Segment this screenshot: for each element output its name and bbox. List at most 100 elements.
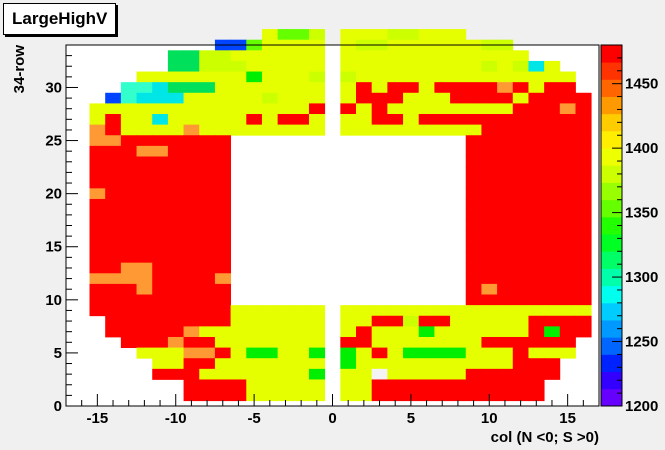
heatmap-cell (277, 368, 294, 380)
heatmap-cell (230, 114, 247, 126)
heatmap-cell (528, 145, 545, 157)
heatmap-cell (559, 135, 576, 147)
heatmap-cell (167, 167, 184, 179)
heatmap-cell (199, 177, 216, 189)
heatmap-cell (465, 50, 482, 62)
heatmap-cell (183, 103, 200, 115)
heatmap-cell (214, 60, 232, 72)
heatmap-cell (183, 124, 200, 136)
heatmap-cell (308, 92, 326, 104)
heatmap-cell (434, 347, 451, 359)
heatmap-cell (371, 368, 388, 380)
heatmap-cell (293, 50, 310, 62)
heatmap-cell (89, 220, 106, 232)
heatmap-cell (152, 71, 169, 83)
heatmap-cell (497, 82, 514, 94)
heatmap-cell (575, 188, 592, 200)
heatmap-cell (497, 50, 514, 62)
heatmap-cell (261, 114, 279, 126)
heatmap-cell (371, 103, 388, 115)
heatmap-cell (199, 347, 216, 359)
heatmap-cell (340, 82, 357, 94)
heatmap-cell (387, 315, 404, 327)
heatmap-cell (481, 50, 498, 62)
heatmap-cell (465, 336, 482, 349)
heatmap-cell (183, 82, 200, 94)
color-scale-band (601, 268, 622, 287)
heatmap-cell (450, 326, 467, 338)
heatmap-cell (199, 283, 216, 295)
heatmap-cell (277, 71, 294, 83)
heatmap-cell (214, 124, 232, 136)
heatmap-cell (120, 315, 137, 327)
heatmap-cell (340, 358, 357, 370)
heatmap-cell (308, 379, 326, 391)
heatmap-cell (308, 326, 326, 338)
heatmap-cell (434, 315, 451, 327)
heatmap-cell (497, 60, 514, 72)
heatmap-cell (371, 315, 388, 327)
heatmap-cell (403, 379, 420, 391)
heatmap-cell (544, 220, 561, 232)
heatmap-cell (152, 220, 169, 232)
heatmap-cell (105, 294, 122, 306)
heatmap-cell (152, 283, 169, 295)
heatmap-cell (356, 103, 373, 115)
heatmap-cell (512, 379, 529, 391)
heatmap-cell (277, 82, 294, 94)
heatmap-cell (544, 188, 561, 200)
heatmap-cell (183, 188, 200, 200)
heatmap-cell (544, 326, 561, 338)
heatmap-cell (246, 50, 263, 62)
heatmap-cell (230, 71, 247, 83)
heatmap-cell (371, 379, 388, 391)
heatmap-cell (559, 198, 576, 210)
heatmap-cell (528, 177, 545, 189)
heatmap-cell (497, 92, 514, 104)
heatmap-cell (371, 124, 388, 136)
heatmap-cell (246, 124, 263, 136)
heatmap-cell (356, 50, 373, 62)
heatmap-cell (120, 336, 137, 349)
heatmap-cell (544, 368, 561, 380)
heatmap-cell (481, 177, 498, 189)
heatmap-cell (497, 368, 514, 380)
heatmap-cell (261, 305, 279, 317)
heatmap-cell (450, 124, 467, 136)
heatmap-cell (387, 60, 404, 72)
heatmap-cell (308, 71, 326, 83)
heatmap-cell (434, 71, 451, 83)
x-tick-label: 15 (559, 410, 576, 427)
heatmap-cell (497, 209, 514, 221)
heatmap-cell (481, 273, 498, 285)
heatmap-cell (512, 347, 529, 359)
heatmap-cell (387, 114, 404, 126)
heatmap-cell (136, 283, 153, 295)
heatmap-cell (152, 315, 169, 327)
heatmap-cell (544, 315, 561, 327)
x-tick-label: -5 (247, 410, 260, 427)
heatmap-cell (277, 92, 294, 104)
heatmap-cell (230, 82, 247, 94)
heatmap-cell (575, 167, 592, 179)
heatmap-cell (434, 336, 451, 349)
heatmap-cell (120, 156, 137, 168)
heatmap-cell (136, 241, 153, 253)
heatmap-cell (340, 60, 357, 72)
heatmap-cell (465, 188, 482, 200)
heatmap-cell (230, 315, 247, 327)
heatmap-cell (136, 305, 153, 317)
heatmap-cell (230, 336, 247, 349)
heatmap-cell (559, 336, 576, 349)
heatmap-cell (512, 50, 529, 62)
heatmap-cell (261, 315, 279, 327)
heatmap-cell (528, 60, 545, 72)
heatmap-cell (199, 315, 216, 327)
heatmap-cell (481, 305, 498, 317)
heatmap-cell (105, 167, 122, 179)
heatmap-cell (403, 114, 420, 126)
heatmap-cell (497, 252, 514, 264)
heatmap-cell (481, 262, 498, 274)
heatmap-cell (167, 103, 184, 115)
